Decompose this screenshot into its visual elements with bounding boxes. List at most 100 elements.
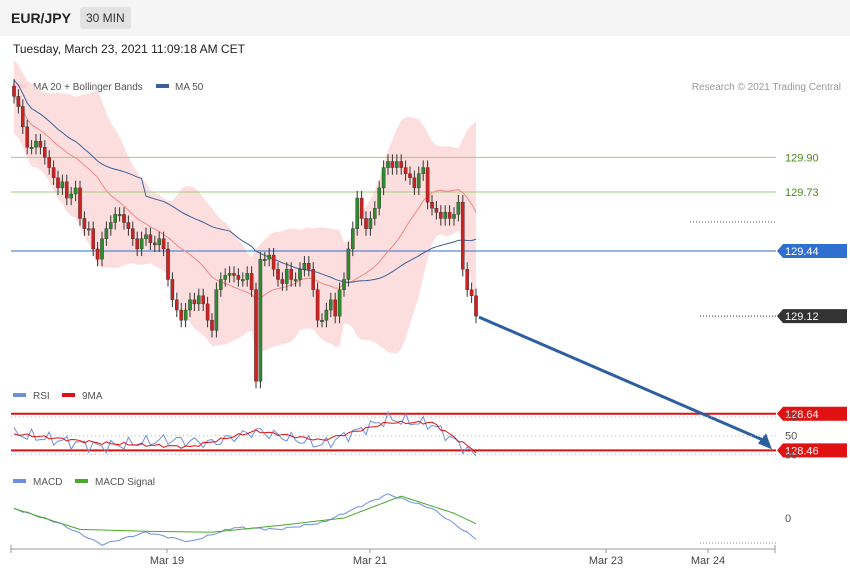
- candle-body: [196, 295, 201, 305]
- candle-body: [417, 173, 421, 189]
- ma50-legend-swatch: [156, 84, 169, 88]
- candle-body: [157, 238, 162, 246]
- candle: [104, 221, 109, 246]
- price-tag: 129.44: [777, 244, 847, 258]
- candle-body: [359, 197, 364, 219]
- candle: [130, 221, 135, 246]
- candle: [342, 272, 346, 297]
- candle-body: [47, 157, 51, 168]
- candle: [412, 170, 417, 196]
- candle: [196, 288, 201, 312]
- candle: [183, 302, 188, 328]
- candle-body: [29, 147, 34, 149]
- candle-body: [293, 279, 298, 282]
- candle: [240, 272, 245, 287]
- candle: [417, 166, 421, 196]
- candle: [320, 313, 324, 328]
- credit-label: Research © 2021 Trading Central: [692, 82, 841, 93]
- price-tag: 129.12: [777, 309, 847, 324]
- candle-body: [258, 258, 263, 382]
- candle-body: [364, 218, 368, 229]
- candle-body: [122, 214, 126, 223]
- candle-body: [324, 309, 329, 321]
- candle: [21, 99, 25, 134]
- rsi-pane: 70 50 30: [11, 410, 797, 461]
- candle-body: [452, 214, 456, 219]
- candle: [447, 205, 452, 226]
- price-tag-bg: [777, 244, 847, 258]
- candle: [82, 211, 87, 236]
- rsi-legend-label: RSI: [33, 391, 50, 402]
- candle-body: [86, 228, 91, 231]
- rsi-tick-label: 50: [785, 431, 797, 443]
- candle: [425, 160, 430, 210]
- candle: [456, 195, 461, 222]
- candle: [263, 252, 267, 267]
- candle: [122, 207, 126, 230]
- ma50-legend-label: MA 50: [175, 82, 204, 93]
- candle: [139, 231, 144, 257]
- timeframe-button[interactable]: 30 MIN: [80, 7, 131, 29]
- candle: [249, 266, 254, 297]
- candle: [100, 231, 104, 267]
- candle-body: [144, 234, 148, 239]
- candle: [152, 235, 157, 253]
- candle-body: [456, 201, 461, 215]
- candle: [43, 140, 47, 165]
- candle-body: [227, 273, 232, 276]
- candle: [210, 313, 214, 338]
- candle: [205, 296, 210, 328]
- candle: [298, 262, 302, 287]
- candle: [329, 292, 333, 318]
- candle-body: [386, 161, 390, 168]
- candle: [285, 262, 289, 291]
- candle-body: [263, 258, 267, 261]
- rsi-legend-swatch: [13, 393, 26, 397]
- candle-body: [34, 140, 38, 148]
- candle: [126, 215, 131, 236]
- rsi-line: [13, 410, 477, 457]
- signal-legend-swatch: [75, 479, 88, 483]
- candle-body: [95, 248, 100, 260]
- candle-body: [302, 263, 307, 270]
- candle-body: [346, 248, 351, 280]
- candle-body: [161, 238, 166, 250]
- macd-line: [13, 493, 477, 546]
- candle-body: [368, 218, 373, 229]
- candle: [29, 140, 34, 155]
- macd-legend-swatch: [13, 479, 26, 483]
- candle: [421, 160, 426, 181]
- candle: [201, 288, 206, 312]
- candle: [395, 154, 399, 175]
- candle: [47, 150, 51, 175]
- price-tag: 129.90: [785, 152, 819, 164]
- candle-body: [218, 279, 223, 290]
- candle-body: [271, 254, 276, 270]
- candle: [25, 119, 30, 155]
- symbol-label: EUR/JPY: [11, 10, 71, 26]
- candle: [474, 288, 478, 324]
- candle: [403, 160, 408, 181]
- candle-body: [38, 140, 43, 148]
- macd-signal-line: [13, 495, 477, 533]
- candle-body: [285, 269, 289, 284]
- chart-header: EUR/JPY 30 MIN: [0, 0, 850, 36]
- candle-body: [337, 289, 342, 317]
- candle-body: [69, 193, 73, 199]
- x-tick-label: Mar 24: [691, 555, 725, 567]
- candle: [86, 221, 91, 236]
- candle-body: [210, 319, 214, 331]
- macd-pane: 0: [13, 493, 791, 546]
- candle-body: [439, 212, 443, 219]
- rsi-ma-line: [13, 420, 477, 454]
- candle: [465, 262, 470, 297]
- candle-body: [73, 187, 78, 195]
- candle: [113, 207, 117, 230]
- candle-body: [148, 234, 153, 244]
- candle: [91, 221, 95, 257]
- candle-body: [135, 238, 140, 250]
- candle: [64, 174, 69, 206]
- candle: [439, 205, 443, 226]
- candle: [355, 190, 360, 236]
- candle: [443, 205, 448, 226]
